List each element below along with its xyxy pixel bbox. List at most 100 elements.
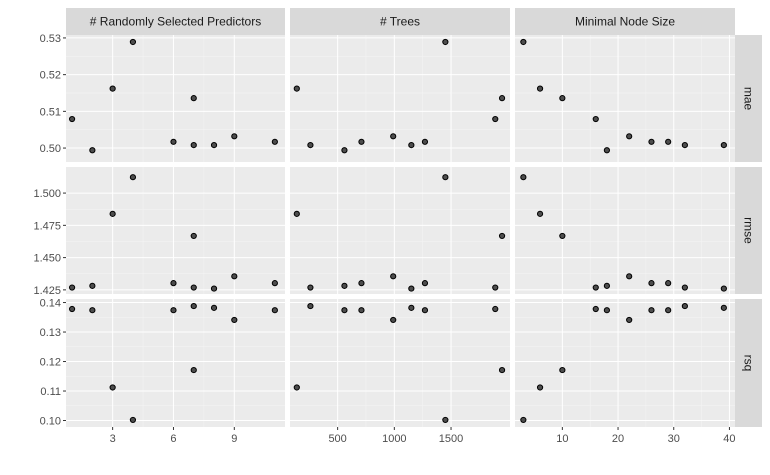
data-point-rsq-trees-1 bbox=[492, 305, 499, 313]
data-point-mae-trees-10 bbox=[358, 138, 365, 145]
data-point-mae-trees-3 bbox=[293, 85, 300, 92]
data-point-rmse-min_n-6 bbox=[559, 232, 566, 240]
data-point-rsq-min_n-2 bbox=[603, 307, 610, 314]
data-point-mae-min_n-3 bbox=[536, 85, 544, 92]
data-point-rmse-trees-6 bbox=[498, 232, 506, 240]
data-point-rsq-trees-7 bbox=[307, 302, 314, 310]
data-point-rmse-mtry-3 bbox=[109, 210, 116, 217]
data-point-rsq-min_n-4 bbox=[520, 416, 527, 424]
x-tick-label-column-2-3: 1500 bbox=[439, 433, 463, 445]
strip-column-2 bbox=[290, 8, 510, 35]
panel-r3-c1 bbox=[66, 299, 285, 427]
strip-label-column-2: # Trees bbox=[380, 15, 420, 29]
strip-column-3 bbox=[515, 8, 735, 35]
x-tick-label-column-3-2: 20 bbox=[612, 433, 624, 445]
data-point-rmse-trees-7 bbox=[307, 284, 314, 291]
data-point-rmse-mtry-8 bbox=[210, 285, 218, 292]
data-point-rmse-trees-9 bbox=[390, 273, 397, 280]
data-point-mae-min_n-8 bbox=[720, 142, 727, 149]
data-point-mae-trees-4 bbox=[442, 38, 449, 46]
data-point-mae-min_n-6 bbox=[559, 95, 566, 102]
data-point-mae-mtry-4 bbox=[129, 38, 137, 46]
data-point-rsq-mtry-1 bbox=[68, 305, 76, 313]
data-point-rmse-min_n-7 bbox=[681, 284, 688, 291]
data-point-rmse-mtry-10 bbox=[271, 280, 278, 287]
panel-r3-c3 bbox=[515, 299, 735, 427]
strip-column-1 bbox=[66, 8, 285, 35]
data-point-rsq-mtry-9 bbox=[231, 316, 238, 324]
x-tick-label-column-2-2: 1000 bbox=[382, 433, 406, 445]
data-point-mae-mtry-2 bbox=[89, 147, 96, 154]
data-point-rmse-trees-8 bbox=[408, 285, 415, 292]
data-point-rsq-mtry-7 bbox=[190, 302, 197, 310]
data-point-rmse-min_n-10 bbox=[665, 280, 672, 287]
strip-row-2 bbox=[735, 167, 762, 294]
data-point-rmse-min_n-5 bbox=[648, 280, 655, 287]
x-tick-label-column-3-1: 10 bbox=[556, 433, 568, 445]
data-point-mae-trees-7 bbox=[307, 142, 314, 149]
data-point-rsq-mtry-8 bbox=[210, 304, 218, 311]
data-point-mae-trees-8 bbox=[408, 142, 415, 149]
data-point-mae-min_n-9 bbox=[626, 133, 633, 140]
data-point-rmse-mtry-9 bbox=[231, 273, 238, 280]
data-point-rmse-mtry-4 bbox=[129, 174, 137, 181]
strip-label-row-3: rsq bbox=[742, 355, 756, 372]
data-point-mae-mtry-8 bbox=[210, 142, 218, 149]
y-tick-label-mae-2: 0.51 bbox=[40, 106, 61, 118]
data-point-rmse-trees-4 bbox=[442, 174, 449, 181]
y-tick-label-mae-4: 0.53 bbox=[40, 33, 61, 45]
data-point-rmse-min_n-9 bbox=[626, 273, 633, 280]
data-point-rsq-mtry-6 bbox=[190, 366, 197, 374]
strip-label-row-2: rmse bbox=[742, 217, 756, 244]
x-tick-label-column-3-3: 30 bbox=[668, 433, 680, 445]
strip-label-column-3: Minimal Node Size bbox=[575, 15, 675, 29]
data-point-mae-mtry-7 bbox=[190, 142, 197, 149]
data-point-rsq-mtry-3 bbox=[109, 384, 116, 391]
x-tick-label-column-1-1: 3 bbox=[110, 433, 116, 445]
data-point-rmse-mtry-7 bbox=[190, 284, 197, 291]
data-point-rsq-min_n-1 bbox=[592, 305, 599, 313]
data-point-mae-mtry-3 bbox=[109, 85, 116, 92]
data-point-rmse-mtry-1 bbox=[68, 284, 76, 291]
data-point-rsq-mtry-5 bbox=[170, 307, 177, 314]
strip-label-column-1: # Randomly Selected Predictors bbox=[90, 15, 261, 29]
data-point-rsq-trees-10 bbox=[358, 307, 365, 314]
data-point-mae-mtry-9 bbox=[231, 133, 238, 140]
data-point-rsq-trees-8 bbox=[408, 304, 415, 311]
data-point-rmse-trees-3 bbox=[293, 210, 300, 217]
y-tick-label-rmse-2: 1.450 bbox=[33, 253, 61, 265]
data-point-mae-min_n-4 bbox=[520, 38, 527, 46]
x-tick-label-column-2-1: 500 bbox=[328, 433, 346, 445]
data-point-mae-mtry-10 bbox=[271, 138, 278, 145]
data-point-mae-trees-9 bbox=[390, 133, 397, 140]
data-point-rsq-trees-5 bbox=[421, 307, 429, 314]
data-point-rsq-min_n-3 bbox=[536, 384, 544, 391]
data-point-rsq-min_n-5 bbox=[648, 307, 655, 314]
data-point-rmse-mtry-5 bbox=[170, 280, 177, 287]
strip-label-row-1: mae bbox=[742, 87, 756, 111]
x-tick-label-column-1-2: 6 bbox=[170, 433, 176, 445]
x-tick-label-column-1-3: 9 bbox=[231, 433, 237, 445]
y-tick-label-rsq-1: 0.10 bbox=[40, 416, 61, 428]
data-point-mae-min_n-5 bbox=[648, 138, 655, 145]
data-point-mae-mtry-5 bbox=[170, 138, 177, 145]
y-tick-label-rsq-2: 0.11 bbox=[40, 386, 61, 398]
data-point-rsq-mtry-2 bbox=[89, 307, 96, 314]
data-point-rmse-min_n-1 bbox=[592, 284, 599, 291]
data-point-mae-trees-2 bbox=[341, 147, 348, 154]
panel-r3-c2 bbox=[290, 299, 510, 427]
data-point-rsq-trees-2 bbox=[341, 307, 348, 314]
data-point-rsq-mtry-10 bbox=[271, 307, 278, 314]
y-tick-label-rsq-3: 0.12 bbox=[40, 357, 61, 369]
data-point-rmse-mtry-6 bbox=[190, 232, 197, 240]
y-tick-label-rmse-4: 1.500 bbox=[33, 188, 61, 200]
data-point-rmse-min_n-2 bbox=[603, 282, 610, 289]
data-point-rsq-min_n-6 bbox=[559, 366, 566, 374]
data-point-mae-min_n-10 bbox=[665, 138, 672, 145]
panel-r2-c3 bbox=[515, 167, 735, 294]
strip-row-1 bbox=[735, 35, 762, 162]
data-point-rmse-min_n-3 bbox=[536, 210, 544, 217]
y-tick-label-rmse-3: 1.475 bbox=[33, 220, 61, 232]
data-point-rsq-min_n-7 bbox=[681, 302, 688, 310]
